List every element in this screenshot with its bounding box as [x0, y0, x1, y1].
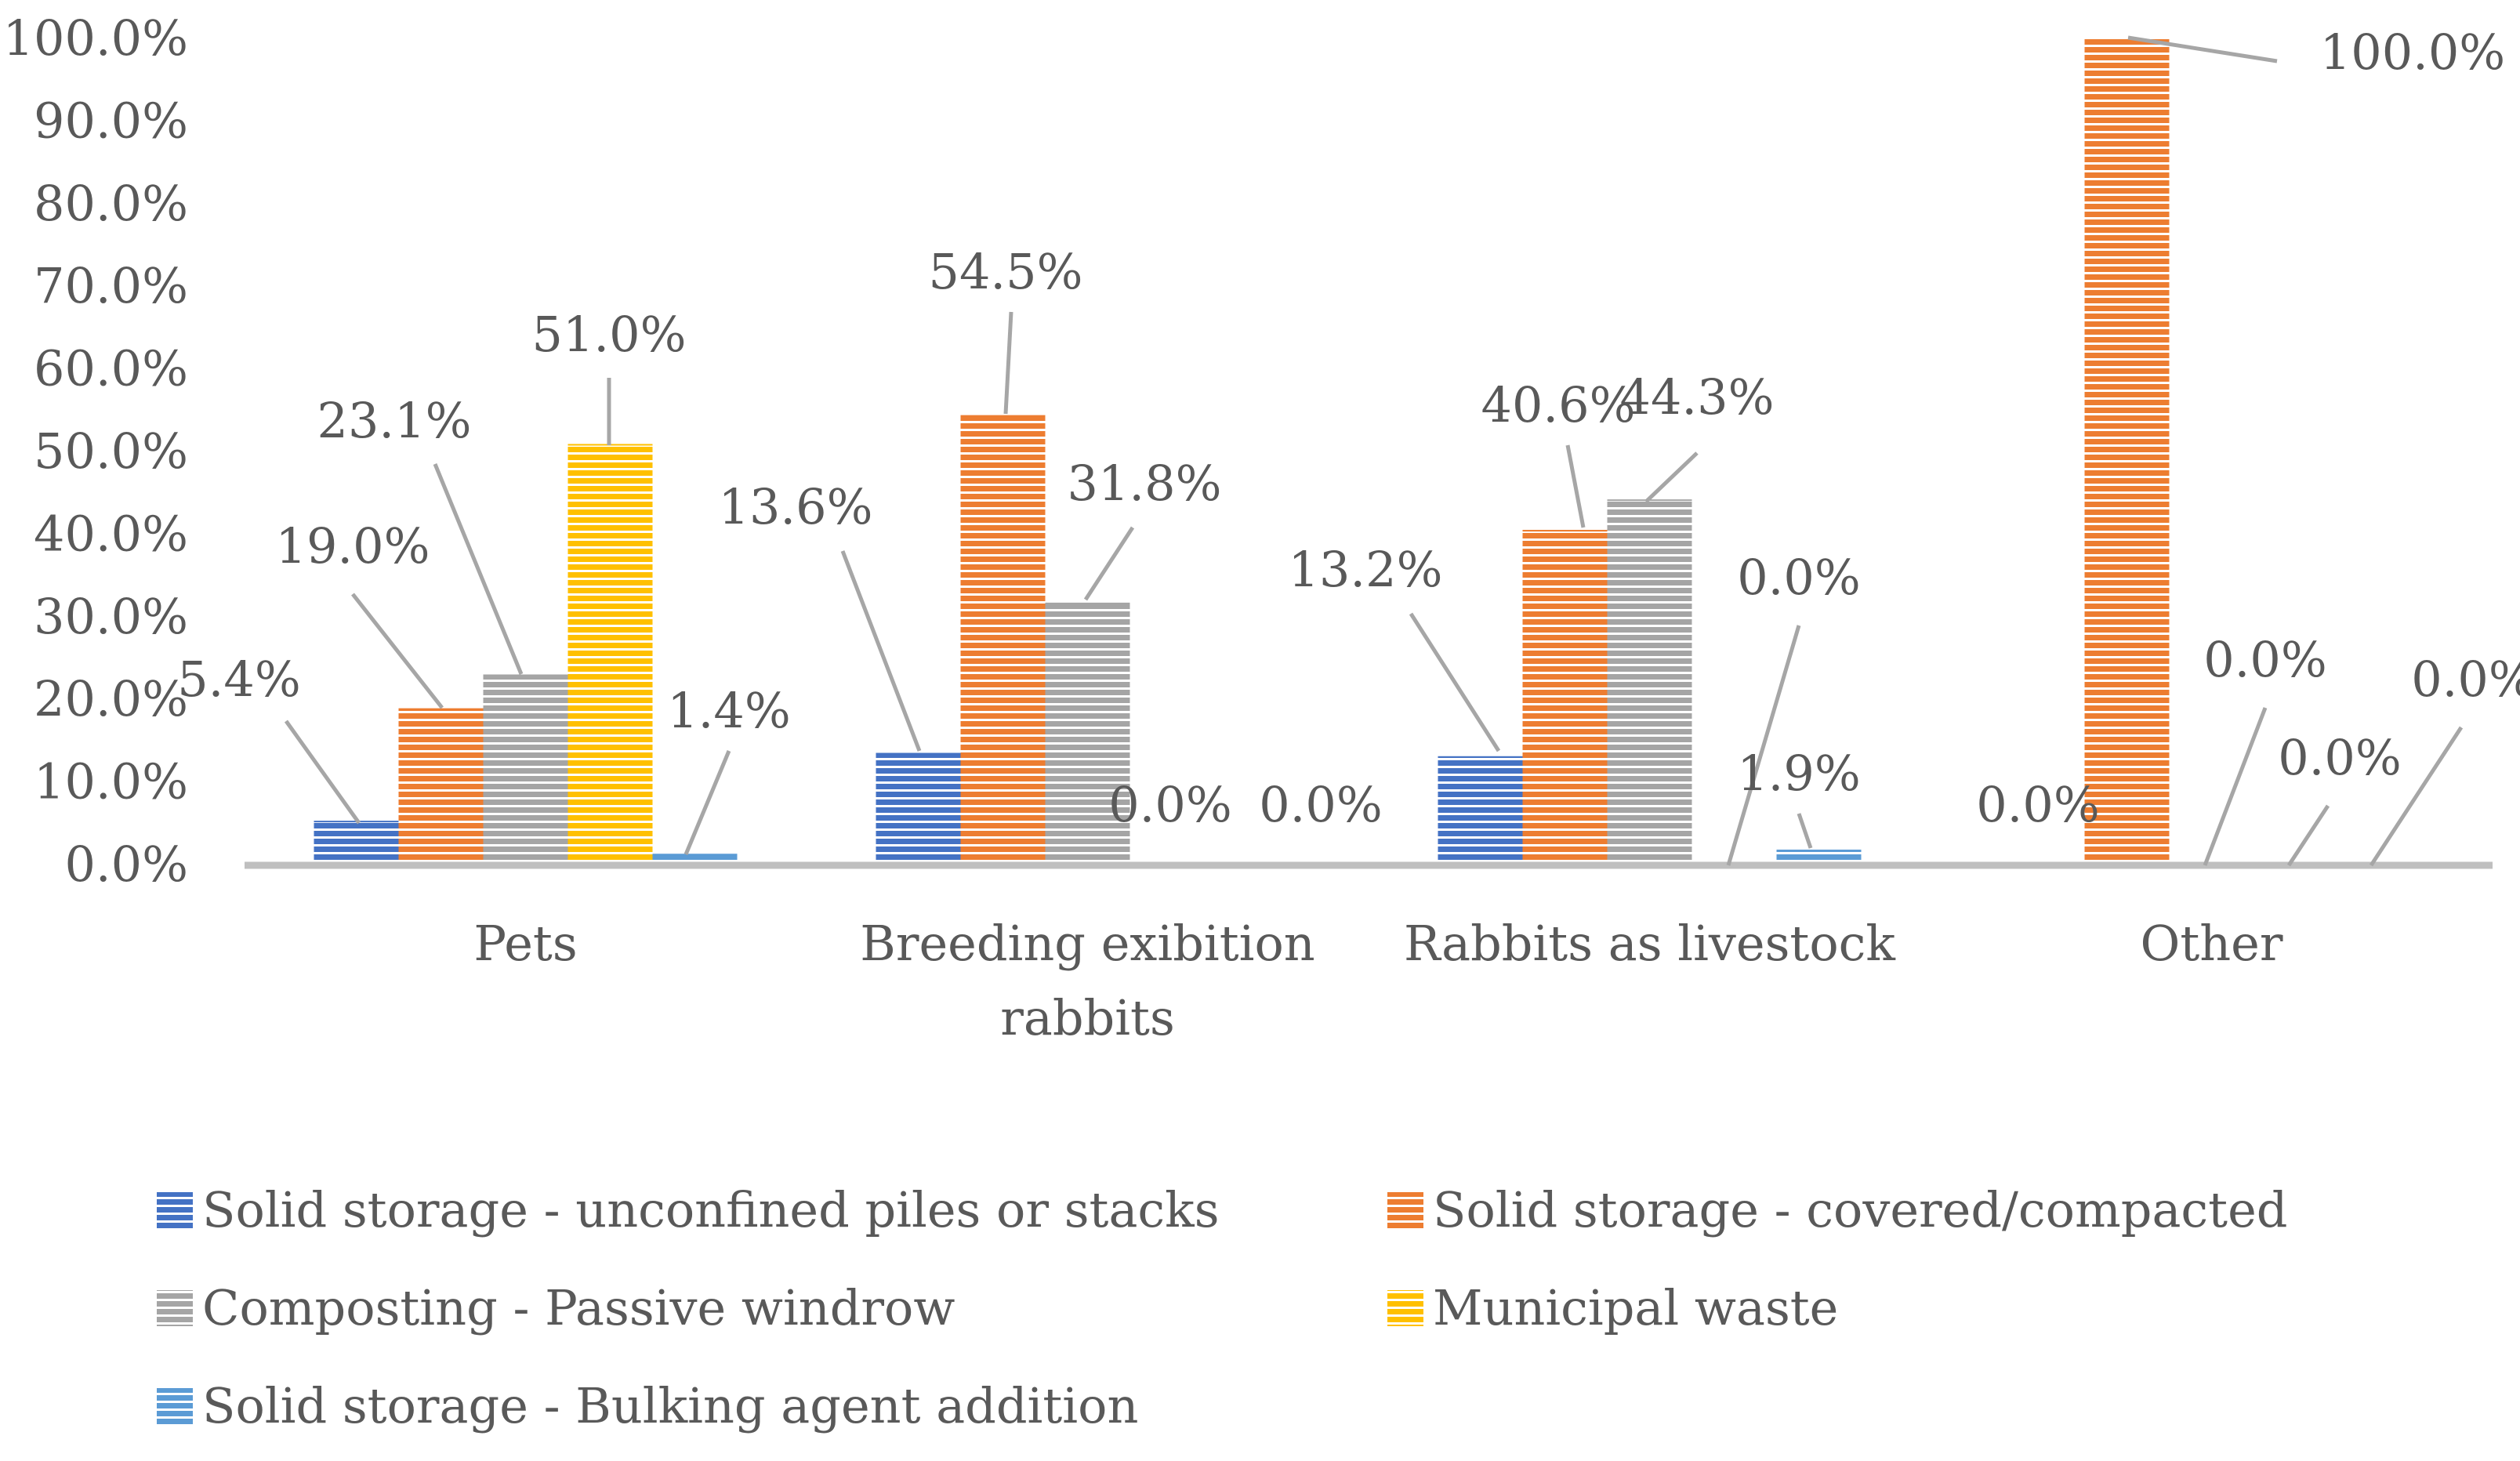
y-tick-label: 70.0%: [34, 257, 188, 314]
data-label: 0.0%: [2203, 631, 2327, 688]
category-label: Rabbits as livestock: [1404, 915, 1895, 972]
data-label: 44.3%: [1620, 368, 1775, 426]
bar: [1607, 499, 1692, 865]
category-label: rabbits: [1000, 989, 1175, 1046]
leader-line: [1409, 612, 1501, 752]
legend-item: Municipal waste: [1387, 1279, 1838, 1336]
y-tick-label: 20.0%: [34, 670, 188, 727]
y-tick-label: 0.0%: [64, 836, 188, 893]
legend-swatch: [1387, 1290, 1423, 1326]
leader-line: [1565, 444, 1586, 528]
data-label: 0.0%: [1737, 549, 1861, 606]
bar: [398, 708, 484, 865]
y-tick-label: 30.0%: [34, 588, 188, 645]
data-label: 0.0%: [1108, 776, 1232, 833]
legend-label: Solid storage - unconfined piles or stac…: [202, 1181, 1220, 1238]
data-label: 19.0%: [276, 517, 430, 575]
y-tick-label: 90.0%: [34, 92, 188, 149]
legend-swatch: [157, 1290, 193, 1326]
y-tick-label: 10.0%: [34, 753, 188, 810]
legend-item: Solid storage - covered/compacted: [1387, 1181, 2287, 1238]
category-label: Other: [2140, 915, 2283, 972]
data-label: 0.0%: [2278, 729, 2402, 786]
leader-line: [2203, 707, 2268, 866]
leader-line: [1797, 813, 1813, 849]
data-label: 31.8%: [1068, 455, 1222, 512]
data-label: 51.0%: [532, 306, 687, 363]
leader-line: [683, 750, 731, 855]
y-tick-label: 80.0%: [34, 175, 188, 232]
y-tick-label: 100.0%: [3, 9, 188, 67]
bar: [567, 444, 653, 865]
leader-line: [840, 550, 922, 752]
bar: [876, 752, 961, 865]
leader-line: [2286, 804, 2330, 867]
category-label: Pets: [473, 915, 577, 972]
leader-line: [1083, 526, 1135, 601]
bar: [1438, 756, 1523, 865]
data-label: 23.1%: [317, 392, 472, 449]
data-labels: 5.4% 13.6% 13.2% 0.0% 19.0% 54.5% 40.6% 100.0% 2…: [177, 24, 2520, 833]
leader-line: [1003, 311, 1013, 415]
bar: [1776, 849, 1862, 865]
legend-swatch: [157, 1388, 193, 1424]
leader-line: [284, 720, 361, 825]
legend-label: Municipal waste: [1433, 1279, 1838, 1336]
leader-line: [433, 463, 524, 675]
y-tick-label: 40.0%: [34, 505, 188, 562]
data-label: 13.6%: [719, 478, 873, 535]
legend-label: Composting - Passive windrow: [202, 1279, 955, 1336]
legend-item: Solid storage - unconfined piles or stac…: [157, 1181, 1220, 1238]
label-leader-lines: [284, 35, 2464, 867]
bar: [483, 674, 568, 865]
data-label: 1.9%: [1737, 745, 1861, 802]
legend-label: Solid storage - Bulking agent addition: [202, 1377, 1138, 1434]
legend-swatch: [1387, 1192, 1423, 1228]
bar: [2084, 39, 2170, 865]
leader-line: [351, 593, 444, 709]
bar: [1045, 602, 1130, 865]
data-label: 0.0%: [1259, 776, 1383, 833]
legend-swatch: [157, 1192, 193, 1228]
bar: [960, 415, 1046, 865]
leader-line: [1644, 451, 1699, 503]
y-tick-label: 60.0%: [34, 340, 188, 397]
data-label: 100.0%: [2320, 24, 2505, 81]
legend-item: Composting - Passive windrow: [157, 1279, 955, 1336]
bars: [314, 39, 2170, 865]
leader-line: [2127, 35, 2278, 63]
legend-item: Solid storage - Bulking agent addition: [157, 1377, 1138, 1434]
category-labels: Pets Breeding exibition rabbits Rabbits as …: [473, 915, 2283, 1046]
data-label: 0.0%: [1976, 776, 2100, 833]
data-label: 5.4%: [177, 651, 301, 708]
data-label: 1.4%: [667, 682, 791, 739]
bar: [314, 821, 399, 865]
leader-line: [1726, 625, 1801, 866]
leader-line: [2369, 726, 2464, 867]
legend: Solid storage - unconfined piles or stac…: [157, 1181, 2287, 1434]
y-tick-label: 50.0%: [34, 422, 188, 480]
data-label: 13.2%: [1289, 541, 1443, 598]
legend-label: Solid storage - covered/compacted: [1433, 1181, 2287, 1238]
y-axis-ticks: 0.0% 10.0% 20.0% 30.0% 40.0% 50.0% 60.0% 70.0% 8…: [3, 9, 188, 893]
data-label: 0.0%: [2411, 651, 2520, 708]
category-label: Breeding exibition: [860, 915, 1314, 972]
data-label: 40.6%: [1481, 376, 1636, 433]
data-label: 54.5%: [929, 243, 1083, 300]
bar: [1522, 530, 1608, 865]
